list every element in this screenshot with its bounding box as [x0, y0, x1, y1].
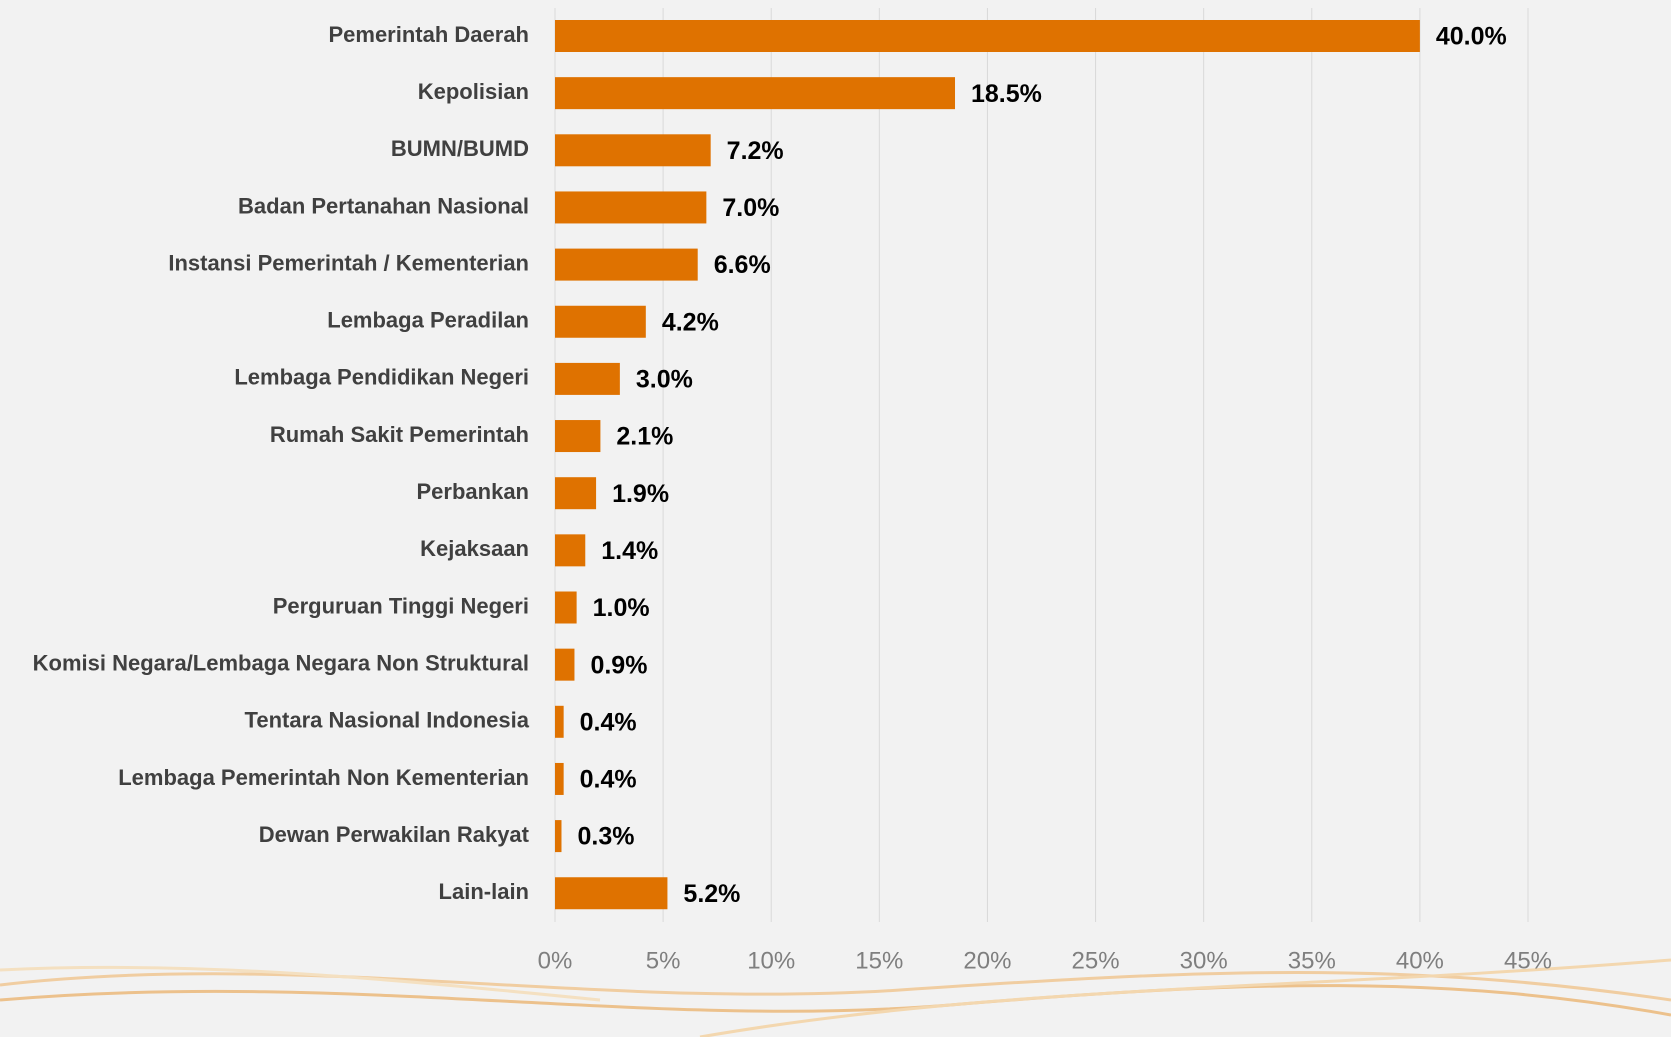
x-tick-label: 40% [1396, 947, 1444, 974]
value-label: 2.1% [616, 423, 673, 451]
value-label: 0.9% [590, 651, 647, 679]
category-label: Rumah Sakit Pemerintah [270, 422, 529, 447]
value-label: 1.0% [593, 594, 650, 622]
x-tick-label: 35% [1288, 947, 1336, 974]
bar [555, 420, 601, 453]
category-label: Lembaga Peradilan [327, 308, 529, 333]
value-label: 6.6% [714, 251, 771, 279]
bar [555, 362, 620, 395]
bar [555, 591, 577, 624]
bar [555, 248, 698, 281]
bar [555, 20, 1420, 52]
category-label: Lain-lain [439, 879, 529, 904]
x-tick-label: 25% [1072, 947, 1120, 974]
value-label: 18.5% [971, 80, 1042, 108]
plot: Pemerintah Daerah 40.0% Kepolisian 18.5% BUM… [33, 20, 1507, 910]
value-label: 0.4% [580, 766, 637, 794]
category-label: Tentara Nasional Indonesia [245, 708, 530, 733]
bar [555, 534, 586, 567]
bar [555, 648, 575, 681]
category-label: Dewan Perwakilan Rakyat [259, 822, 530, 847]
bar [555, 762, 564, 795]
bar [555, 820, 562, 853]
bar [555, 705, 564, 738]
category-label: BUMN/BUMD [391, 136, 529, 161]
value-label: 7.2% [727, 137, 784, 165]
value-label: 4.2% [662, 308, 719, 336]
bar [555, 134, 711, 167]
category-label: Pemerintah Daerah [328, 22, 529, 47]
value-label: 0.4% [580, 708, 637, 736]
value-label: 1.4% [601, 537, 658, 565]
x-tick-label: 30% [1180, 947, 1228, 974]
x-tick-label: 10% [747, 947, 795, 974]
bar [555, 477, 597, 510]
category-label: Perbankan [417, 479, 530, 504]
x-tick-label: 15% [855, 947, 903, 974]
x-tick-label: 45% [1504, 947, 1552, 974]
bar [555, 191, 707, 224]
bar [555, 305, 646, 338]
bar [555, 877, 668, 910]
category-label: Perguruan Tinggi Negeri [273, 593, 529, 618]
value-label: 5.2% [683, 880, 740, 908]
category-label: Lembaga Pendidikan Negeri [234, 365, 529, 390]
category-label: Badan Pertanahan Nasional [238, 193, 529, 218]
value-label: 40.0% [1436, 23, 1507, 51]
x-tick-label: 20% [963, 947, 1011, 974]
category-label: Lembaga Pemerintah Non Kementerian [118, 765, 529, 790]
value-label: 1.9% [612, 480, 669, 508]
x-tick-label: 5% [646, 947, 681, 974]
background-waves [0, 958, 1671, 1037]
x-tick-label: 0% [538, 947, 573, 974]
category-label: Kepolisian [418, 79, 529, 104]
category-label: Instansi Pemerintah / Kementerian [168, 250, 529, 275]
value-label: 7.0% [722, 194, 779, 222]
value-label: 3.0% [636, 366, 693, 394]
category-label: Kejaksaan [420, 536, 529, 561]
value-label: 0.3% [577, 823, 634, 851]
category-label: Komisi Negara/Lembaga Negara Non Struktu… [33, 650, 529, 675]
bar [555, 77, 956, 110]
